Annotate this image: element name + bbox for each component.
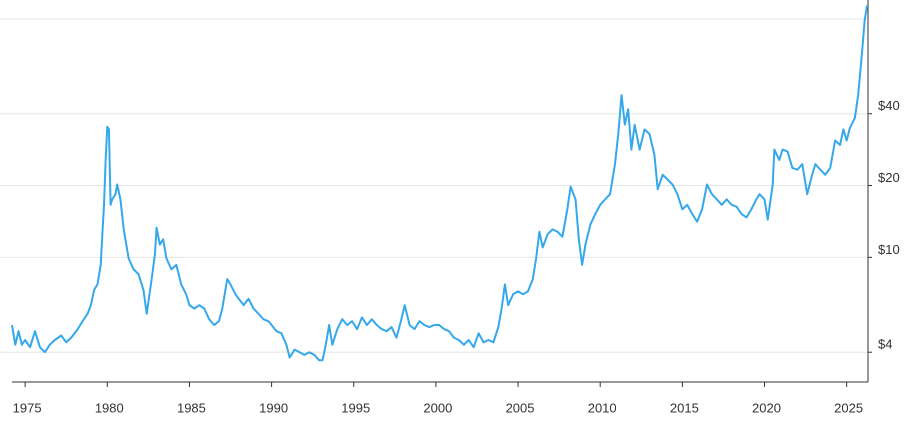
price-line [11, 5, 869, 362]
y-tick-label: $10 [878, 242, 900, 257]
x-tick-label: 2015 [670, 400, 699, 415]
x-tick-label: 2025 [834, 400, 863, 415]
x-tick-label: 2010 [588, 400, 617, 415]
y-tick-label: $20 [878, 170, 900, 185]
x-tick-label: 1995 [341, 400, 370, 415]
x-tick-label: 2005 [506, 400, 535, 415]
y-tick-label: $4 [878, 337, 892, 352]
y-tick-label: $40 [878, 98, 900, 113]
x-tick-label: 1975 [13, 400, 42, 415]
x-tick-label: 2020 [752, 400, 781, 415]
x-tick-label: 2000 [423, 400, 452, 415]
x-tick-label: 1990 [259, 400, 288, 415]
x-tick-label: 1985 [177, 400, 206, 415]
x-tick-label: 1980 [95, 400, 124, 415]
